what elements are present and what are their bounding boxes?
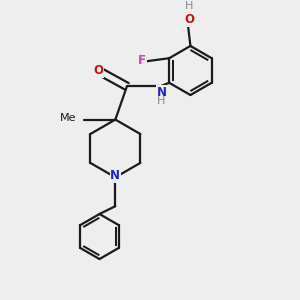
Text: N: N [110,169,120,182]
Text: H: H [185,1,193,10]
Text: O: O [93,64,103,77]
Text: Me: Me [60,113,76,123]
Text: H: H [158,96,166,106]
Text: O: O [184,14,194,26]
Text: N: N [157,86,166,99]
Text: F: F [138,54,146,67]
